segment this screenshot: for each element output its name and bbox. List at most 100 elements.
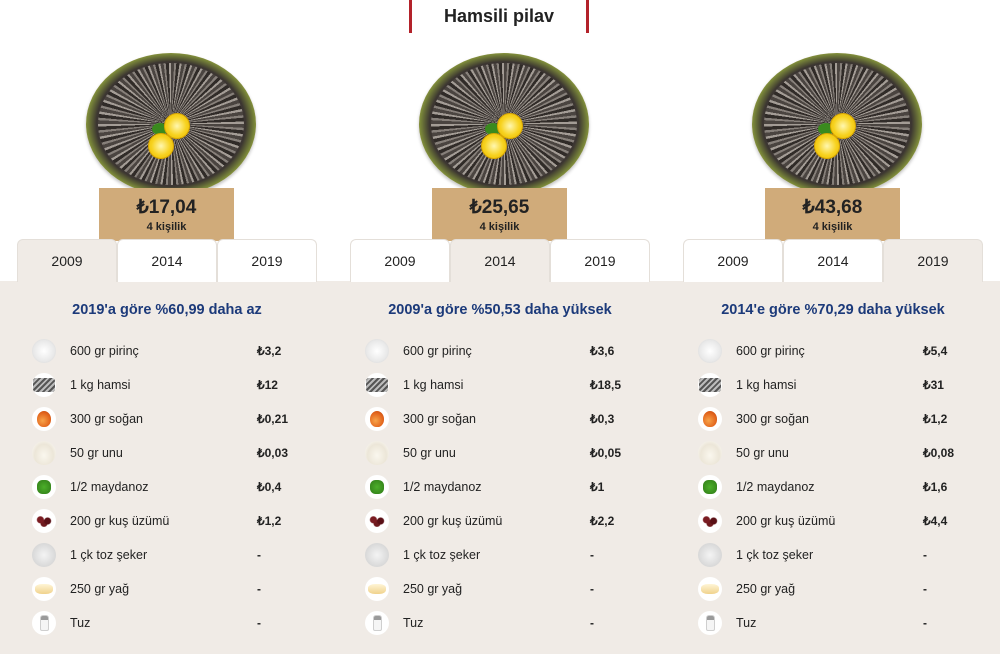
title-text: Hamsili pilav: [443, 6, 555, 26]
ingredient-price: ₺0,4: [257, 480, 282, 494]
ingredient-price: -: [590, 616, 594, 630]
hamsili-pilav-image: [752, 53, 922, 195]
total-price: ₺25,65: [469, 197, 530, 218]
ingredient-name: 300 gr soğan: [403, 412, 476, 426]
ingredient-name: 1 çk toz şeker: [736, 548, 814, 562]
ingredient-price: ₺1: [590, 480, 605, 494]
ingredient-row: 600 gr pirinç ₺3,6: [365, 334, 635, 368]
comparison-text: 2019'a göre %60,99 daha az: [72, 302, 262, 318]
flour-icon: [365, 441, 389, 465]
anchovy-icon: [365, 373, 389, 397]
tab-year-2009[interactable]: 2009: [350, 239, 450, 282]
ingredient-name: 200 gr kuş üzümü: [403, 514, 503, 528]
ingredient-price: ₺0,21: [257, 412, 288, 426]
ingredient-name: 1 kg hamsi: [736, 378, 797, 392]
onion-icon: [32, 407, 56, 431]
year-tabs: 2009 2014 2019: [17, 239, 317, 282]
ingredient-name: 1/2 maydanoz: [736, 480, 815, 494]
onion-icon: [698, 407, 722, 431]
servings-label: 4 kişilik: [812, 221, 853, 233]
ingredient-price: ₺3,6: [590, 344, 615, 358]
ingredient-name: 50 gr unu: [70, 446, 123, 460]
ingredient-row: 250 gr yağ -: [698, 572, 968, 606]
ingredient-row: Tuz -: [698, 606, 968, 640]
ingredient-row: 50 gr unu ₺0,03: [32, 436, 302, 470]
tab-year-2019[interactable]: 2019: [217, 239, 317, 282]
flour-icon: [698, 441, 722, 465]
ingredient-price: ₺3,2: [257, 344, 282, 358]
ingredient-row: 300 gr soğan ₺0,3: [365, 402, 635, 436]
parsley-icon: [32, 475, 56, 499]
ingredient-name: 1 çk toz şeker: [70, 548, 148, 562]
ingredient-price: ₺31: [923, 378, 944, 392]
parsley-icon: [698, 475, 722, 499]
year-column: ₺17,04 4 kişilik 2009 2014 2019 2019'a göre %…: [0, 0, 334, 654]
ingredient-name: 1/2 maydanoz: [403, 480, 482, 494]
ingredient-price: -: [923, 582, 927, 596]
year-column: ₺43,68 4 kişilik 2009 2014 2019 2014'e göre %…: [666, 0, 1000, 654]
tab-year-2019[interactable]: 2019: [883, 239, 983, 282]
tab-year-2009[interactable]: 2009: [683, 239, 783, 282]
total-price: ₺43,68: [802, 197, 863, 218]
onion-icon: [365, 407, 389, 431]
ingredient-row: 300 gr soğan ₺1,2: [698, 402, 968, 436]
ingredient-row: 1 kg hamsi ₺12: [32, 368, 302, 402]
ingredient-price: ₺18,5: [590, 378, 621, 392]
ingredient-name: 200 gr kuş üzümü: [70, 514, 170, 528]
ingredient-price: ₺1,2: [923, 412, 948, 426]
ingredient-name: 1 kg hamsi: [70, 378, 131, 392]
tab-year-2014[interactable]: 2014: [117, 239, 217, 282]
servings-label: 4 kişilik: [146, 221, 187, 233]
ingredient-price: -: [590, 582, 594, 596]
ingredient-name: 250 gr yağ: [403, 582, 463, 596]
ingredient-price: ₺5,4: [923, 344, 948, 358]
ingredient-price: ₺0,3: [590, 412, 615, 426]
hamsili-pilav-image: [86, 53, 256, 195]
ingredient-list: 600 gr pirinç ₺3,6 1 kg hamsi ₺18,5 300 gr s…: [365, 334, 635, 640]
ingredient-row: 1 çk toz şeker -: [698, 538, 968, 572]
price-card: ₺17,04 4 kişilik: [99, 188, 234, 241]
ingredient-row: 250 gr yağ -: [365, 572, 635, 606]
comparison-text: 2014'e göre %70,29 daha yüksek: [721, 302, 945, 318]
ingredient-row: 200 gr kuş üzümü ₺1,2: [32, 504, 302, 538]
ingredient-row: 50 gr unu ₺0,08: [698, 436, 968, 470]
ingredient-name: 250 gr yağ: [70, 582, 130, 596]
price-card: ₺25,65 4 kişilik: [432, 188, 567, 241]
ingredient-price: ₺0,08: [923, 446, 954, 460]
ingredient-price: ₺2,2: [590, 514, 615, 528]
year-column: ₺25,65 4 kişilik 2009 2014 2019 2009'a göre %…: [333, 0, 667, 654]
servings-label: 4 kişilik: [479, 221, 520, 233]
ingredient-name: Tuz: [403, 616, 424, 630]
ingredient-row: 200 gr kuş üzümü ₺2,2: [365, 504, 635, 538]
ingredient-row: 1 kg hamsi ₺18,5: [365, 368, 635, 402]
ingredient-name: 250 gr yağ: [736, 582, 796, 596]
year-tabs: 2009 2014 2019: [683, 239, 983, 282]
salt-icon: [698, 611, 722, 635]
butter-icon: [698, 577, 722, 601]
ingredient-row: 50 gr unu ₺0,05: [365, 436, 635, 470]
ingredient-price: ₺0,03: [257, 446, 288, 460]
ingredient-row: 1 çk toz şeker -: [365, 538, 635, 572]
tab-year-2014[interactable]: 2014: [783, 239, 883, 282]
ingredient-price: ₺12: [257, 378, 278, 392]
sugar-icon: [32, 543, 56, 567]
ingredient-name: Tuz: [70, 616, 91, 630]
ingredient-row: 1/2 maydanoz ₺1: [365, 470, 635, 504]
tab-year-2009[interactable]: 2009: [17, 239, 117, 282]
salt-icon: [32, 611, 56, 635]
ingredient-price: ₺1,2: [257, 514, 282, 528]
currant-icon: [365, 509, 389, 533]
ingredient-name: 200 gr kuş üzümü: [736, 514, 836, 528]
tab-year-2019[interactable]: 2019: [550, 239, 650, 282]
year-tabs: 2009 2014 2019: [350, 239, 650, 282]
ingredient-name: 600 gr pirinç: [403, 344, 472, 358]
total-price: ₺17,04: [136, 197, 197, 218]
comparison-panel-background: [0, 281, 1000, 654]
ingredient-price: -: [923, 616, 927, 630]
butter-icon: [32, 577, 56, 601]
rice-icon: [365, 339, 389, 363]
ingredient-row: 1 kg hamsi ₺31: [698, 368, 968, 402]
tab-year-2014[interactable]: 2014: [450, 239, 550, 282]
ingredient-price: -: [257, 548, 261, 562]
ingredient-row: 600 gr pirinç ₺3,2: [32, 334, 302, 368]
